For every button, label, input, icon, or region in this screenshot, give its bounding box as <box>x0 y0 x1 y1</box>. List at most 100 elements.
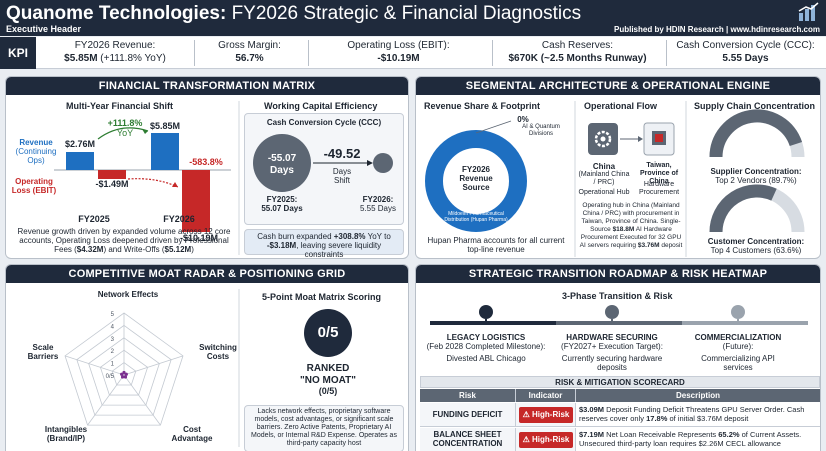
fy2026-label: FY2026 <box>163 214 195 224</box>
ccc-fy2025-circle-value: -55.07 <box>267 153 297 164</box>
fy2025-label: FY2025 <box>78 214 110 224</box>
radar-grid-ring <box>111 362 137 386</box>
radar-axis-switching: Switching Costs <box>199 343 237 361</box>
hupan-note: Hupan Pharma accounts for all current to… <box>427 236 565 254</box>
ccc-fy2025-label: FY2025: <box>266 195 298 204</box>
bar-loss-fy2026 <box>182 170 210 232</box>
hundred-pct-label: 100% <box>467 204 485 211</box>
revenue-share-title: Revenue Share & Footprint <box>424 101 541 111</box>
page-header: Quanome Technologies: FY2026 Strategic &… <box>0 0 826 36</box>
radar-tick-label: 1 <box>111 362 115 368</box>
op-flow-note: Operating hub in China (Mainland China /… <box>579 202 683 249</box>
high-risk-badge: ⚠ High-Risk <box>519 407 573 423</box>
bar-revenue-fy2026 <box>151 133 179 170</box>
ccc-fy2026-value: 5.55 Days <box>359 204 397 213</box>
ccc-shift-label: Days <box>332 167 352 176</box>
moat-ranked: RANKED <box>306 363 350 374</box>
radar-spoke <box>64 355 125 376</box>
customer-concentration-value: Top 4 Customers (63.6%) <box>710 246 802 255</box>
kpi-bar: KPI FY2026 Revenue: $5.85M (+111.8% YoY)… <box>0 37 826 69</box>
financial-panel-title: FINANCIAL TRANSFORMATION MATRIX <box>6 77 408 95</box>
radar-score-point <box>124 372 128 376</box>
moat-desc-box <box>244 405 404 451</box>
radar-score-point <box>122 370 126 375</box>
phase-1-name: LEGACY LOGISTICS <box>446 333 526 342</box>
kpi-tag: KPI <box>0 37 36 69</box>
radar-axis-network: Network Effects <box>97 290 159 299</box>
scorecard-title: RISK & MITIGATION SCORECARD <box>420 376 820 388</box>
phase-1-desc: Divested ABL Chicago <box>446 354 526 363</box>
moat-radar-chart: 0/5 1 2 3 4 5 <box>64 312 184 426</box>
legend-loss-2: Loss (EBIT) <box>11 186 57 195</box>
china-label: China <box>592 162 616 171</box>
risk-description: $7.19M Net Loan Receivable Represents 65… <box>579 430 802 448</box>
ccc-fy2025-circle-unit: Days <box>270 165 294 176</box>
supplier-concentration-label: Supplier Concentration: <box>710 167 802 176</box>
phase-3-sub: (Future): <box>722 342 754 351</box>
revenue-donut <box>425 101 687 257</box>
moat-score-circle <box>238 289 352 447</box>
supply-chain-title: Supply Chain Concentration <box>694 101 816 111</box>
header-indicator: Indicator <box>516 389 576 402</box>
kpi-gross-margin: Gross Margin: 56.7% <box>194 40 304 66</box>
radar-spoke <box>123 374 161 426</box>
moat-score: 0/5 <box>317 324 339 341</box>
radar-grid-ring <box>64 312 184 426</box>
moat-score-2: (0/5) <box>318 386 338 396</box>
label-loss-fy2026: -$10.19M <box>179 233 219 243</box>
moat-grid-title: 5-Point Moat Matrix Scoring <box>262 292 382 302</box>
radar-axis-intangibles: Intangibles (Brand/IP) <box>44 425 88 443</box>
radar-tick-label: 5 <box>111 312 115 318</box>
shift-title: Multi-Year Financial Shift <box>66 101 174 111</box>
risk-description: $3.09M Deposit Funding Deficit Threatens… <box>579 405 805 423</box>
label-loss-fy2025: -$1.49M <box>95 179 129 189</box>
radar-spoke <box>123 355 184 376</box>
taiwan-label: Taiwan, Province of China <box>639 162 679 185</box>
publisher-line: Published by HDIN Research | www.hdinres… <box>614 25 820 34</box>
donut-center-3: Source <box>462 183 490 192</box>
page-title: Quanome Technologies: FY2026 Strategic &… <box>6 3 582 24</box>
table-row: FUNDING DEFICIT ⚠ High-Risk $3.09M Depos… <box>420 403 820 427</box>
taiwan-role-2: Procurement <box>638 189 680 196</box>
risk-name: FUNDING DEFICIT <box>420 403 516 426</box>
phase-2-desc: Currently securing hardware deposits <box>561 354 663 372</box>
roadmap-subtitle: 3-Phase Transition & Risk <box>562 291 673 301</box>
moat-no-moat: "NO MOAT" <box>300 375 356 386</box>
ccc-fy2025-value: 55.07 Days <box>261 204 303 213</box>
legend-revenue: Revenue <box>19 138 53 147</box>
moat-panel-title: COMPETITIVE MOAT RADAR & POSITIONING GRI… <box>6 265 408 283</box>
supplier-concentration-value: Top 2 Vendors (89.7%) <box>715 176 797 185</box>
taiwan-role: Hardware <box>643 181 675 188</box>
financial-panel: FINANCIAL TRANSFORMATION MATRIX Multi-Ye… <box>5 76 409 259</box>
kpi-revenue: FY2026 Revenue: $5.85M (+111.8% YoY) <box>64 40 166 64</box>
header-risk: Risk <box>420 389 516 402</box>
risk-scorecard: RISK & MITIGATION SCORECARD Risk Indicat… <box>420 376 820 451</box>
segment-panel: SEGMENTAL ARCHITECTURE & OPERATIONAL ENG… <box>415 76 821 259</box>
ccc-fy2026-label: FY2026: <box>362 195 394 204</box>
radar-grid-ring <box>76 324 172 416</box>
risk-name: BALANCE SHEET CONCENTRATION <box>420 428 516 451</box>
bar-revenue-fy2025 <box>66 152 94 170</box>
segment-panel-title: SEGMENTAL ARCHITECTURE & OPERATIONAL ENG… <box>416 77 820 95</box>
concentration-gauges <box>709 109 805 233</box>
wc-title: Working Capital Efficiency <box>264 101 378 111</box>
label-rev-fy2026: $5.85M <box>149 121 181 131</box>
financial-shift-chart <box>54 101 240 255</box>
ccc-shift-value: -49.52 <box>323 146 361 161</box>
ccc-shift-label-2: Shift <box>333 176 350 185</box>
radar-tick-label: 2 <box>111 349 115 355</box>
customer-concentration-label: Customer Concentration: <box>707 237 805 246</box>
zero-pct-label: 0% <box>517 115 529 124</box>
ccc-title: Cash Conversion Cycle (CCC) <box>266 118 382 127</box>
legend-loss: Operating <box>15 177 53 186</box>
donut-center-2: Revenue <box>459 174 493 183</box>
yoy-loss: -583.8% <box>189 157 223 167</box>
phase-3-name: COMMERCIALIZATION <box>694 333 782 342</box>
radar-grid-ring <box>99 349 149 396</box>
moat-panel: COMPETITIVE MOAT RADAR & POSITIONING GRI… <box>5 264 409 451</box>
cash-note-box <box>244 229 404 255</box>
hundred-pct-desc: Mildoeim Pharmaceutical Distribution (Hu… <box>444 211 508 223</box>
header-description: Description <box>576 389 820 402</box>
kpi-cash-reserves: Cash Reserves: $670K (~2.5 Months Runway… <box>492 40 662 66</box>
radar-spoke <box>87 374 125 426</box>
